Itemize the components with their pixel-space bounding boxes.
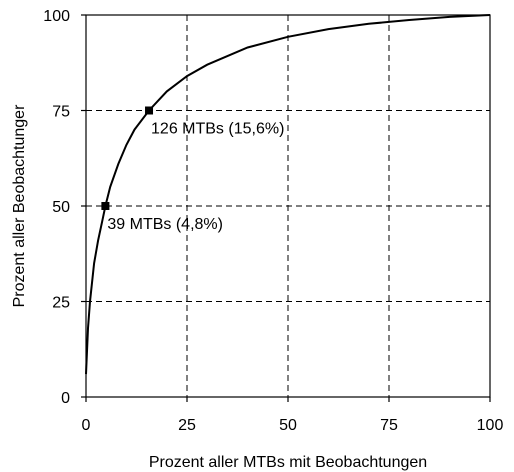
- marker-label: 39 MTBs (4,8%): [107, 216, 223, 233]
- y-tick-label: 75: [52, 104, 70, 121]
- y-tick-label: 25: [52, 295, 70, 312]
- x-tick-label: 75: [380, 417, 398, 434]
- y-tick-label: 100: [43, 8, 70, 25]
- y-axis-label: Prozent aller Beobachtunger: [11, 104, 28, 307]
- y-tick-label: 50: [52, 199, 70, 216]
- marker-point: [145, 106, 154, 115]
- x-tick-label: 50: [279, 417, 297, 434]
- markers: 39 MTBs (4,8%) 126 MTBs (15,6%): [101, 106, 284, 233]
- x-axis-label: Prozent aller MTBs mit Beobachtungen: [149, 454, 427, 471]
- tick-labels: 0 25 50 75 100 0 25 50 75 100: [43, 8, 503, 434]
- y-tick-label: 0: [61, 390, 70, 407]
- grid-lines: [86, 15, 490, 397]
- x-tick-label: 25: [178, 417, 196, 434]
- x-tick-label: 100: [477, 417, 504, 434]
- series-line: [85, 14, 491, 375]
- x-tick-label: 0: [82, 417, 91, 434]
- marker-label: 126 MTBs (15,6%): [151, 121, 284, 138]
- marker-point: [101, 202, 110, 210]
